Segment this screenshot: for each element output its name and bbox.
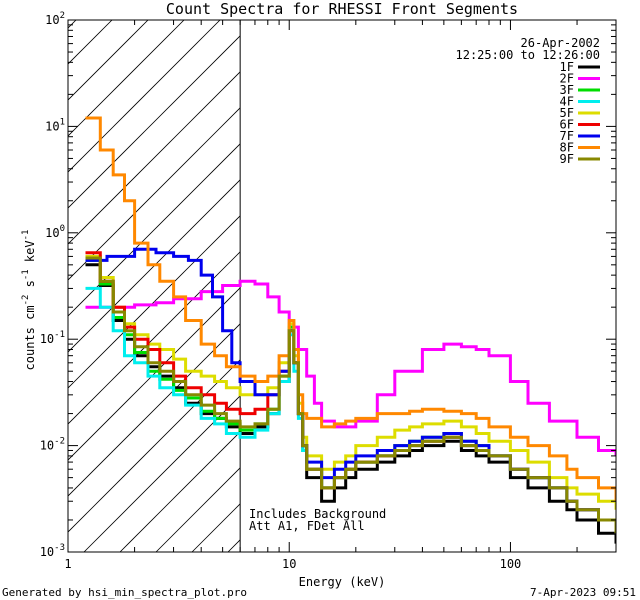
chart-title: Count Spectra for RHESSI Front Segments <box>166 0 518 18</box>
y-axis-label-exp3: -1 <box>21 230 31 241</box>
hatch-line <box>68 35 241 209</box>
series-lines <box>85 116 616 544</box>
y-axis-label-mid2: keV <box>23 240 37 269</box>
legend-label-1F: 1F <box>560 60 574 74</box>
y-tick-label: 10-2 <box>40 437 65 453</box>
generator-label: Generated by hsi_min_spectra_plot.pro <box>2 586 247 599</box>
x-tick-label: 1 <box>64 557 71 571</box>
annotation-background: Includes Background <box>249 507 386 521</box>
series-line-8F <box>85 116 616 502</box>
hatch-line <box>68 215 241 389</box>
legend-label-2F: 2F <box>560 72 574 86</box>
axis-ticks: 1 10 100 10-3 10-2 10-1 100 101 102 <box>40 11 617 571</box>
y-tick-label: 10-1 <box>40 330 65 346</box>
hatch-line <box>68 179 241 353</box>
series-line-9F <box>85 256 616 534</box>
series-line-2F <box>85 279 616 456</box>
y-tick-label: 102 <box>45 11 65 27</box>
hatch-line <box>68 20 221 173</box>
series-line-7F <box>85 247 616 534</box>
hatch-line <box>68 20 149 101</box>
x-axis-label: Energy (keV) <box>299 575 386 589</box>
y-axis-label-mid: s <box>23 280 37 294</box>
series-line-6F <box>85 251 616 534</box>
hatch-line <box>68 107 241 281</box>
y-axis-label-base: counts cm <box>23 305 37 370</box>
x-tick-label: 10 <box>282 557 296 571</box>
legend-label-6F: 6F <box>560 118 574 132</box>
hatch-line <box>68 143 241 317</box>
y-tick-label: 101 <box>45 117 65 133</box>
legend-label-8F: 8F <box>560 141 574 155</box>
y-axis-label-exp2: -1 <box>21 269 31 280</box>
date-label: 26-Apr-2002 <box>521 36 600 50</box>
hatch-line <box>68 323 241 497</box>
hatch-line <box>68 251 241 425</box>
annotation-attenuator: Att A1, FDet All <box>249 519 365 533</box>
hatch-line <box>68 20 185 137</box>
hatch-line <box>68 20 77 29</box>
series-line-4F <box>85 286 616 534</box>
legend-label-4F: 4F <box>560 95 574 109</box>
plot-frame <box>67 19 617 553</box>
hatch-line <box>0 0 68 552</box>
hatched-region <box>0 0 241 552</box>
y-tick-label: 100 <box>45 224 65 240</box>
hatch-line <box>68 71 241 245</box>
legend-label-7F: 7F <box>560 129 574 143</box>
hatch-line <box>68 359 241 533</box>
legend-label-9F: 9F <box>560 152 574 166</box>
y-tick-label: 10-3 <box>40 543 65 559</box>
y-axis-label-exp1: -2 <box>21 295 31 306</box>
legend-label-5F: 5F <box>560 106 574 120</box>
series-line-5F <box>85 254 616 510</box>
timestamp-label: 7-Apr-2023 09:51 <box>530 586 636 599</box>
x-tick-label: 100 <box>500 557 522 571</box>
legend-label-3F: 3F <box>560 83 574 97</box>
hatch-line <box>68 287 241 461</box>
y-axis-label: counts cm-2 s-1 keV-1 <box>21 230 37 371</box>
time-range-label: 12:25:00 to 12:26:00 <box>456 48 601 62</box>
hatch-line <box>83 395 241 552</box>
hatch-line <box>119 431 241 552</box>
